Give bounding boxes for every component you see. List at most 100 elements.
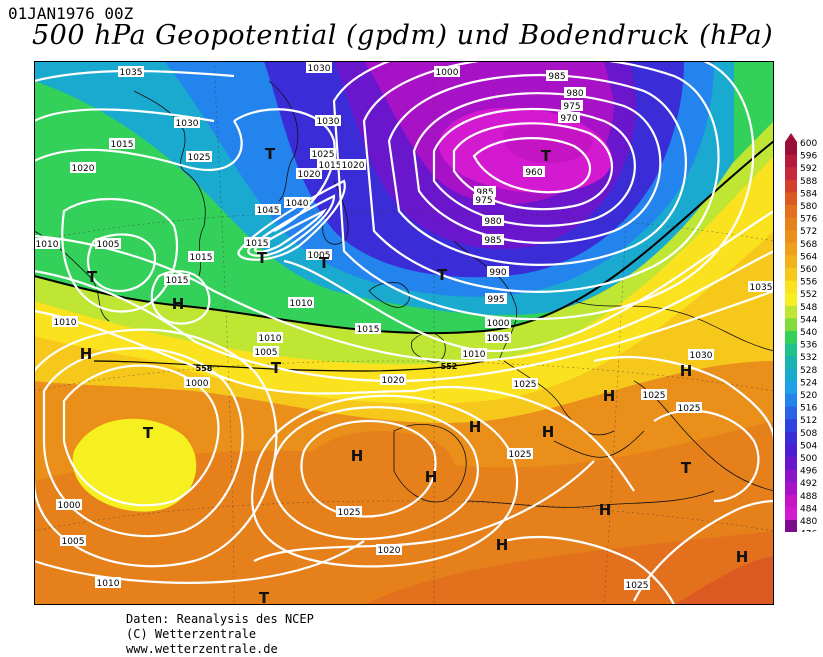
isobar-label: 985 xyxy=(546,70,568,82)
colorbar-swatch xyxy=(785,205,797,219)
svg-text:1025: 1025 xyxy=(626,581,649,591)
colorbar-swatch xyxy=(785,167,797,181)
low-marker: T xyxy=(259,589,270,605)
isobar-label: 1015 xyxy=(317,159,343,171)
svg-text:1030: 1030 xyxy=(308,64,331,74)
isobar-label: 1005 xyxy=(95,238,121,250)
low-marker: T xyxy=(437,266,448,284)
credits-website: www.wetterzentrale.de xyxy=(126,642,278,656)
low-marker: T xyxy=(319,254,330,272)
svg-text:1015: 1015 xyxy=(357,325,380,335)
svg-text:1010: 1010 xyxy=(259,334,282,344)
isobar-label: 960 xyxy=(523,166,545,178)
svg-text:1020: 1020 xyxy=(378,546,401,556)
high-marker: H xyxy=(469,418,482,436)
svg-text:1015: 1015 xyxy=(166,276,189,286)
svg-text:1010: 1010 xyxy=(54,318,77,328)
svg-text:1020: 1020 xyxy=(72,164,95,174)
svg-text:1025: 1025 xyxy=(509,450,532,460)
credits-data-source: Daten: Reanalysis des NCEP xyxy=(126,612,314,626)
isobar-label: 1015 xyxy=(188,251,214,263)
isobar-label: 990 xyxy=(487,266,509,278)
geopotential-field-480 xyxy=(503,124,593,164)
svg-text:995: 995 xyxy=(487,295,504,305)
colorbar-tick-label: 508 xyxy=(800,429,817,439)
colorbar-swatch xyxy=(785,469,797,483)
isobar-label: 1030 xyxy=(315,115,341,127)
colorbar-swatch xyxy=(785,507,797,521)
isobar-label: 975 xyxy=(561,100,583,112)
svg-text:1000: 1000 xyxy=(186,379,209,389)
colorbar-swatch xyxy=(785,494,797,508)
high-marker: H xyxy=(599,501,612,519)
colorbar-legend: 600 596 592 588 584 580 576 572 568 564 560 556 552 5… xyxy=(785,133,817,532)
colorbar-swatch xyxy=(785,520,797,532)
isobar-label: 970 xyxy=(558,112,580,124)
svg-text:985: 985 xyxy=(476,188,493,198)
colorbar-tick-label: 548 xyxy=(800,303,817,313)
colorbar-swatch xyxy=(785,154,797,168)
colorbar-swatch xyxy=(785,331,797,345)
isobar-label: 1000 xyxy=(485,317,511,329)
high-marker: H xyxy=(80,345,93,363)
colorbar-swatch xyxy=(785,444,797,458)
low-marker: T xyxy=(271,359,282,377)
isobar-label: 1025 xyxy=(507,448,533,460)
colorbar-tick-label: 584 xyxy=(800,189,817,199)
svg-text:990: 990 xyxy=(489,268,506,278)
isobar-label: 980 xyxy=(564,87,586,99)
svg-text:1035: 1035 xyxy=(750,283,773,293)
colorbar-tick-label: 576 xyxy=(800,215,817,225)
isobar-label: 1010 xyxy=(95,577,121,589)
height-labels: 558 552 xyxy=(196,362,458,373)
svg-text:1030: 1030 xyxy=(690,351,713,361)
svg-text:1000: 1000 xyxy=(487,319,510,329)
isobar-label: 1010 xyxy=(52,316,78,328)
colorbar-swatch xyxy=(785,217,797,231)
colorbar-tick-label: 484 xyxy=(800,504,817,514)
colorbar-swatch xyxy=(785,230,797,244)
isobar-label: 1000 xyxy=(434,66,460,78)
svg-text:1020: 1020 xyxy=(342,161,365,171)
isobar-label: 1040 xyxy=(284,197,310,209)
low-pressure-markers: T T T T T T T T T T xyxy=(87,145,692,605)
colorbar-swatch xyxy=(785,242,797,256)
isobar-label: 1005 xyxy=(60,535,86,547)
low-marker: T xyxy=(257,249,268,267)
isobar-label: 980 xyxy=(482,215,504,227)
colorbar-tick-label: 520 xyxy=(800,391,817,401)
colorbar-swatch xyxy=(785,192,797,206)
weather-map: 1035 1030 1030 1000 985 980 975 970 1030… xyxy=(34,61,774,605)
colorbar-swatch xyxy=(785,268,797,282)
isobar-label: 1010 xyxy=(461,348,487,360)
geopotential-field-584 xyxy=(674,556,774,605)
colorbar-tick-label: 580 xyxy=(800,202,817,212)
isobar-label: 1005 xyxy=(485,332,511,344)
isobar-label: 1010 xyxy=(288,297,314,309)
isobar-label: 975 xyxy=(473,194,495,206)
isobar-label: 1010 xyxy=(257,332,283,344)
high-pressure-markers: H H H H H H H H H H H xyxy=(80,295,749,566)
colorbar-swatch xyxy=(785,255,797,269)
colorbar-tick-label: 600 xyxy=(800,139,817,149)
colorbar-tick-label: 564 xyxy=(800,252,817,262)
svg-text:960: 960 xyxy=(525,168,542,178)
colorbar-tick-label: 540 xyxy=(800,328,817,338)
svg-text:1025: 1025 xyxy=(514,380,537,390)
svg-text:985: 985 xyxy=(548,72,565,82)
svg-text:1015: 1015 xyxy=(319,161,342,171)
isobar-label: 1015 xyxy=(355,323,381,335)
isobar-label: 1000 xyxy=(56,499,82,511)
colorbar-tick-label: 516 xyxy=(800,404,817,414)
colorbar-swatch xyxy=(785,457,797,471)
svg-text:1000: 1000 xyxy=(436,68,459,78)
svg-text:1040: 1040 xyxy=(286,199,309,209)
svg-text:1030: 1030 xyxy=(317,117,340,127)
isobar-label: 985 xyxy=(474,186,496,198)
isobar-label: 1045 xyxy=(255,204,281,216)
svg-text:1005: 1005 xyxy=(308,251,331,261)
geopotential-field-576 xyxy=(364,531,774,605)
isobar-label: 1015 xyxy=(164,274,190,286)
colorbar-tick-label: 588 xyxy=(800,177,817,187)
svg-text:1010: 1010 xyxy=(290,299,313,309)
